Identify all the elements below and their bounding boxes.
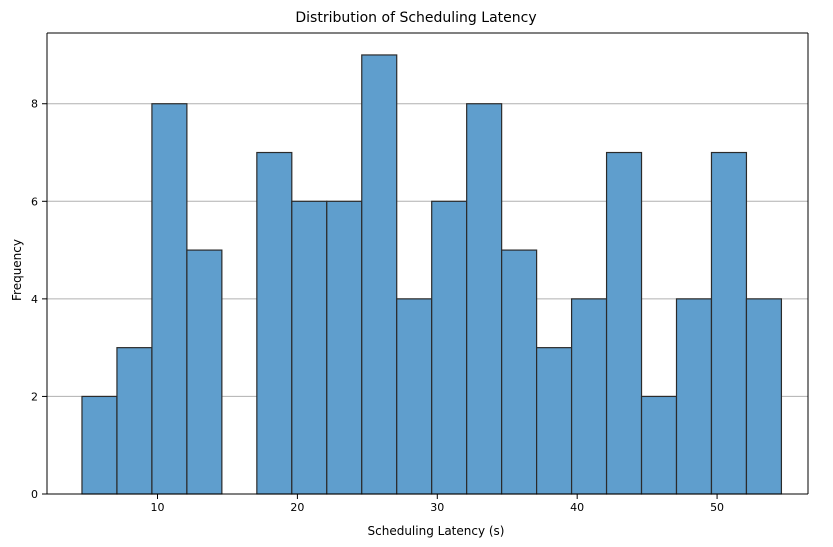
x-tick-label-1: 20 [290, 501, 304, 514]
bars-layer [81, 54, 783, 495]
histogram-bar-17 [675, 298, 713, 495]
histogram-bar-6 [291, 200, 328, 495]
histogram-bar-12 [501, 249, 538, 495]
histogram-bar-9 [396, 298, 433, 495]
histogram-bar-18 [710, 151, 748, 495]
ticks-layer: 10 20 30 40 50 0 2 4 6 8 [31, 98, 724, 514]
y-tick-label-3: 6 [31, 195, 38, 208]
histogram-bar-8 [361, 54, 398, 495]
histogram-bar-0 [81, 395, 118, 495]
histogram-bar-2 [151, 103, 188, 495]
y-tick-label-0: 0 [31, 488, 38, 501]
plot-frame [46, 32, 809, 495]
histogram-bar-14 [570, 298, 608, 495]
histogram-bar-7 [326, 200, 363, 495]
x-tick-label-4: 50 [710, 501, 724, 514]
histogram-bar-3 [186, 249, 223, 495]
histogram-bar-1 [116, 347, 153, 495]
histogram-bar-15 [605, 151, 643, 495]
histogram-bar-10 [431, 200, 468, 495]
y-tick-label-4: 8 [31, 98, 38, 111]
x-tick-label-2: 30 [430, 501, 444, 514]
x-tick-label-0: 10 [151, 501, 165, 514]
chart-title: Distribution of Scheduling Latency [295, 10, 536, 26]
y-tick-label-1: 2 [31, 390, 38, 403]
x-axis-label: Scheduling Latency (s) [368, 524, 505, 538]
histogram-bar-19 [745, 298, 783, 495]
histogram-bar-13 [536, 347, 573, 495]
histogram-bar-5 [256, 151, 293, 495]
y-tick-label-2: 4 [31, 293, 38, 306]
x-tick-label-3: 40 [570, 501, 584, 514]
y-axis-label: Frequency [10, 239, 24, 301]
histogram-bar-11 [466, 103, 503, 495]
histogram-bar-16 [640, 395, 678, 495]
